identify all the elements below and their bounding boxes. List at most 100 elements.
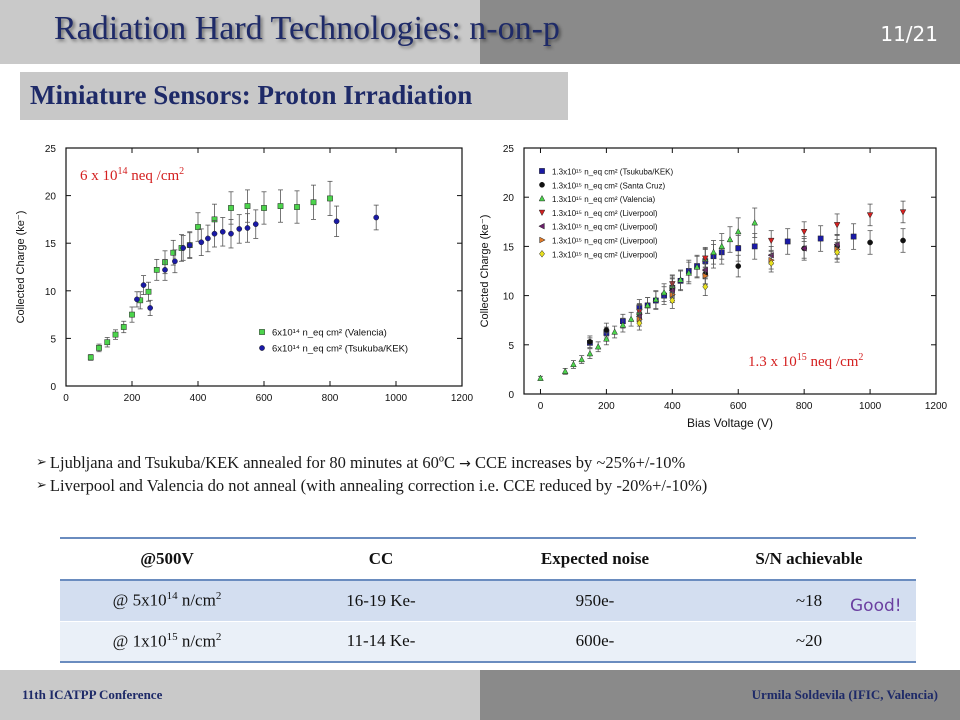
legend-entry: 1.3x10¹⁵ n_eq cm² (Liverpool) xyxy=(552,237,658,246)
legend-marker xyxy=(538,194,546,202)
data-point xyxy=(172,258,178,265)
slide-title: Radiation Hard Technologies: n-on-p xyxy=(54,10,560,47)
data-point xyxy=(228,230,234,237)
header-sn: S/N achievable xyxy=(702,537,916,581)
cell-fluence: @ 1x1015 n/cm2 xyxy=(60,621,274,663)
legend-marker xyxy=(538,222,545,230)
footer-conference: 11th ICATPP Conference xyxy=(22,687,163,702)
data-point xyxy=(660,288,668,296)
data-point xyxy=(735,263,742,269)
x-tick-label: 200 xyxy=(124,393,141,404)
y-tick-label: 5 xyxy=(508,341,514,352)
data-point xyxy=(310,199,317,206)
legend-entry: 1.3x10¹⁵ n_eq cm² (Valencia) xyxy=(552,195,656,204)
data-point xyxy=(294,204,300,210)
data-point xyxy=(867,239,873,246)
series-6 xyxy=(636,242,841,331)
fluence-exp: 14 xyxy=(166,590,178,603)
header-band-right xyxy=(480,0,960,64)
data-point xyxy=(129,311,135,318)
data-point xyxy=(834,248,841,257)
x-tick-label: 600 xyxy=(256,393,273,404)
header-cc: CC xyxy=(274,537,488,581)
bullet-no-anneal-text: Liverpool and Valencia do not anneal (wi… xyxy=(49,476,708,495)
bullet-no-anneal: ➢ Liverpool and Valencia do not anneal (… xyxy=(36,475,936,497)
legend-entry: 1.3x10¹⁵ n_eq cm² (Liverpool) xyxy=(552,223,658,232)
data-point xyxy=(561,367,569,374)
x-tick-label: 800 xyxy=(796,401,813,412)
x-tick-label: 1200 xyxy=(925,401,948,412)
data-point xyxy=(702,282,709,291)
bullet-annealing-text: Ljubljana and Tsukuba/KEK annealed for 8… xyxy=(50,452,685,475)
data-point xyxy=(195,224,201,230)
data-point xyxy=(333,218,340,225)
legend-marker xyxy=(259,345,265,351)
data-point xyxy=(603,335,610,342)
table-row: @ 1x1015 n/cm2 11-14 Ke- 600e- ~20 xyxy=(60,621,916,663)
data-point xyxy=(677,276,684,283)
data-point xyxy=(87,354,94,361)
cell-noise: 600e- xyxy=(488,621,702,663)
data-point xyxy=(104,339,111,346)
bullet-annealing: ➢ Ljubljana and Tsukuba/KEK annealed for… xyxy=(36,452,936,475)
data-point xyxy=(198,239,205,246)
data-point xyxy=(112,331,119,338)
x-axis-label: Bias Voltage (V) xyxy=(687,416,773,430)
chart-1-3e15-plot: 0 200 400 600 800 1000 1200 0 5 10 15 20 25 Bias Volt… xyxy=(479,144,948,430)
data-point xyxy=(180,245,186,251)
fluence-6e14-unit-exp: 2 xyxy=(179,166,185,177)
legend-marker xyxy=(539,250,545,258)
fluence-6e14-base: 6 x 10 xyxy=(80,168,118,184)
x-tick-label: 1200 xyxy=(451,393,474,404)
data-point xyxy=(734,227,742,235)
data-point xyxy=(236,226,243,232)
data-point xyxy=(693,263,701,270)
data-point xyxy=(261,205,267,211)
x-tick-label: 800 xyxy=(322,393,339,404)
fluence-1-3e15-unit: neq /cm xyxy=(806,354,859,370)
data-point xyxy=(186,242,193,248)
data-point xyxy=(244,225,251,231)
data-point xyxy=(611,328,618,335)
legend-entry: 6x10¹⁴ n_eq cm² (Tsukuba/KEK) xyxy=(272,344,408,355)
x-tick-label: 600 xyxy=(730,401,747,412)
data-point xyxy=(252,221,259,228)
header-band-left xyxy=(0,0,480,64)
fluence-exp: 15 xyxy=(166,630,178,643)
y-tick-label: 5 xyxy=(50,334,56,345)
legend-entry: 1.3x10¹⁵ n_eq cm² (Liverpool) xyxy=(552,209,658,218)
y-tick-label: 25 xyxy=(45,144,57,155)
slide-footer: 11th ICATPP Conference Urmila Soldevila … xyxy=(0,670,960,720)
x-tick-label: 0 xyxy=(63,393,69,404)
y-tick-label: 10 xyxy=(45,287,57,298)
y-axis-label: Collected Charge (ke⁻) xyxy=(479,215,491,328)
header-noise: Expected noise xyxy=(488,537,702,581)
data-point xyxy=(153,267,160,273)
page-number: 11/21 xyxy=(880,22,938,46)
cell-fluence: @ 5x1014 n/cm2 xyxy=(60,580,274,622)
data-point xyxy=(145,288,152,295)
data-point xyxy=(800,245,807,252)
results-table: @500V CC Expected noise S/N achievable @… xyxy=(60,537,916,663)
fluence-unit-exp: 2 xyxy=(215,630,222,643)
data-point xyxy=(900,237,906,244)
data-point xyxy=(669,296,676,305)
data-point xyxy=(594,343,602,350)
fluence-unit: n/cm xyxy=(177,631,216,651)
legend-marker xyxy=(539,236,546,244)
x-tick-label: 1000 xyxy=(859,401,882,412)
data-point xyxy=(899,209,907,216)
x-tick-label: 200 xyxy=(598,401,615,412)
data-point xyxy=(205,235,211,242)
good-note: Good! xyxy=(850,596,902,616)
footer-band-left xyxy=(0,670,480,720)
series-1 xyxy=(587,228,906,349)
data-point xyxy=(718,242,726,249)
data-point xyxy=(833,222,841,229)
y-tick-label: 0 xyxy=(508,390,514,401)
y-tick-label: 20 xyxy=(45,192,57,203)
slide-header: Radiation Hard Technologies: n-on-p 11/2… xyxy=(0,0,960,64)
data-point xyxy=(636,319,643,327)
data-point xyxy=(619,321,627,328)
